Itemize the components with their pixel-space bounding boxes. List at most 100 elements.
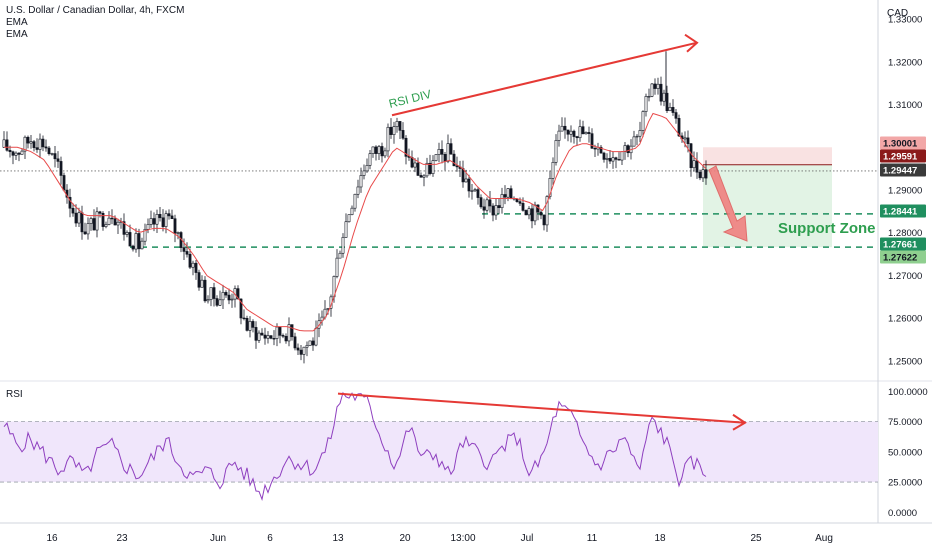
candle-body	[554, 140, 558, 163]
candle-body	[170, 215, 174, 220]
divergence-arrowhead	[684, 33, 699, 53]
ema-series	[4, 112, 707, 332]
candle-body	[446, 143, 450, 162]
candle-body	[377, 146, 381, 154]
candle-body	[338, 252, 342, 259]
candle	[149, 210, 153, 228]
candle-body	[425, 162, 429, 177]
candle	[491, 203, 495, 222]
candle-body	[644, 96, 648, 112]
candle	[692, 151, 696, 172]
candle-body	[431, 160, 435, 174]
price-tick-label: 1.32000	[888, 57, 922, 68]
candle	[296, 343, 300, 355]
candle-body	[224, 292, 228, 296]
price-label-box: 1.29591	[880, 149, 926, 163]
candle-body	[290, 324, 294, 338]
time-tick-label: 11	[587, 533, 598, 544]
candle-body	[263, 334, 267, 339]
candle	[254, 321, 258, 349]
candle	[458, 160, 462, 177]
rsi-tick-label: 0.0000	[888, 508, 917, 519]
candle	[89, 216, 93, 231]
candle	[44, 139, 48, 152]
candle	[587, 126, 591, 143]
candle	[620, 151, 624, 166]
symbol-title[interactable]: U.S. Dollar / Canadian Dollar, 4h, FXCM	[6, 5, 185, 16]
candle	[455, 156, 459, 172]
candle-body	[203, 279, 207, 302]
candle-body	[272, 338, 276, 340]
candle	[311, 337, 315, 351]
candle-body	[578, 126, 582, 139]
candle	[416, 157, 420, 176]
candle-body	[638, 130, 642, 137]
time-tick-label: 6	[267, 533, 273, 544]
ema-indicator-label[interactable]: EMA	[6, 17, 28, 28]
time-tick-label: 16	[46, 533, 58, 544]
candle	[173, 214, 177, 243]
candle	[434, 154, 438, 162]
candle	[599, 144, 603, 154]
candle-body	[134, 233, 138, 250]
candle	[617, 152, 621, 161]
candle-body	[419, 175, 423, 178]
candle-body	[260, 332, 264, 336]
price-label-text: 1.29591	[883, 152, 918, 163]
price-label-text: 1.28441	[883, 207, 918, 218]
candle	[146, 218, 150, 234]
candle	[485, 197, 489, 213]
candle	[263, 327, 267, 345]
candle-body	[26, 136, 30, 144]
candle-body	[506, 188, 510, 198]
candle-body	[626, 145, 630, 154]
candle	[50, 152, 54, 156]
candle-body	[56, 158, 60, 162]
time-tick-label: Jul	[521, 533, 534, 544]
candle-body	[491, 205, 495, 216]
candle	[101, 211, 105, 231]
candle-body	[140, 240, 144, 250]
candle	[284, 333, 288, 344]
candle-body	[422, 175, 426, 178]
candle	[86, 217, 90, 240]
ema-indicator-label[interactable]: EMA	[6, 29, 28, 40]
candle	[212, 282, 216, 307]
candle-body	[413, 162, 417, 168]
candle	[572, 129, 576, 144]
rsi-tick-label: 75.0000	[888, 417, 922, 428]
candle-body	[128, 232, 132, 247]
candle-body	[32, 141, 36, 148]
candle	[641, 110, 645, 138]
candle	[698, 169, 702, 181]
candle	[506, 188, 510, 202]
candle-body	[620, 151, 624, 161]
candle-body	[347, 214, 351, 223]
candle	[674, 109, 678, 124]
candle	[473, 187, 477, 192]
candle-body	[158, 214, 162, 219]
price-label-text: 1.27622	[883, 253, 917, 264]
candle	[608, 149, 612, 164]
candle	[155, 209, 159, 234]
candle-body	[380, 146, 384, 157]
candle-body	[17, 152, 21, 155]
time-tick-label: Aug	[815, 533, 833, 544]
candle-body	[101, 213, 105, 227]
candle	[260, 328, 264, 336]
candle-body	[383, 150, 387, 157]
candle	[104, 221, 108, 229]
candle-body	[410, 157, 414, 168]
candle	[176, 231, 180, 240]
time-tick-label: 25	[750, 533, 762, 544]
candle-body	[68, 196, 72, 209]
time-tick-label: 18	[654, 533, 666, 544]
candle	[2, 131, 6, 148]
candle-body	[563, 125, 567, 131]
candle-body	[77, 212, 81, 224]
candle-body	[494, 205, 498, 216]
candle	[35, 138, 39, 153]
candle	[38, 133, 42, 158]
candle-body	[593, 147, 597, 150]
